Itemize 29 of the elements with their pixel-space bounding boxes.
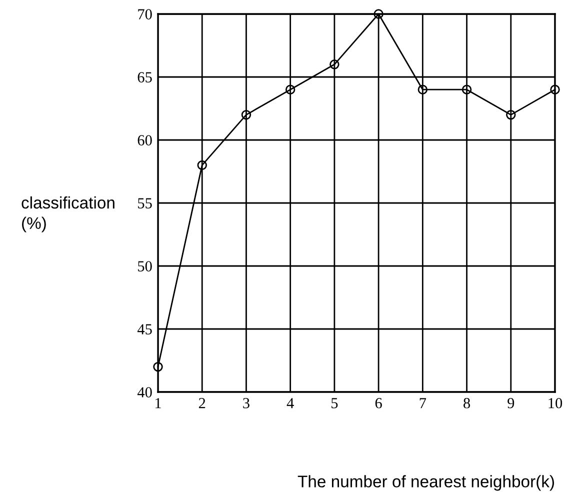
point [418, 84, 428, 94]
y-tick-label: 50 [138, 261, 152, 272]
x-tick-label: 3 [243, 398, 250, 408]
point [462, 84, 472, 94]
y-axis-title: classification (%) [22, 196, 114, 232]
x-tick-label: 1 [156, 398, 161, 408]
x-tick-label: 8 [464, 398, 470, 408]
x-tick-label: 9 [508, 398, 514, 408]
point [374, 9, 384, 19]
y-tick-label: 55 [138, 198, 152, 208]
x-tick-label: 10 [548, 398, 562, 408]
point [506, 110, 516, 120]
x-tick-label: 7 [420, 398, 426, 408]
point [330, 60, 340, 70]
point [197, 160, 207, 170]
point [550, 84, 560, 94]
x-tick-label: 2 [198, 398, 206, 408]
point [285, 84, 296, 94]
point [241, 110, 252, 120]
x-tick-label: 5 [332, 398, 338, 408]
y-tick-label: 40 [137, 387, 152, 398]
y-tick-label: 60 [138, 135, 152, 146]
x-tick-label: 4 [286, 398, 294, 408]
point [153, 362, 163, 372]
y-tick-label: 65 [138, 72, 152, 82]
x-axis-title: The number of nearest neighbor(k) [298, 475, 554, 491]
y-tick-label: 45 [137, 324, 152, 334]
y-tick-label: 70 [138, 9, 152, 20]
x-tick-label: 6 [375, 398, 382, 408]
